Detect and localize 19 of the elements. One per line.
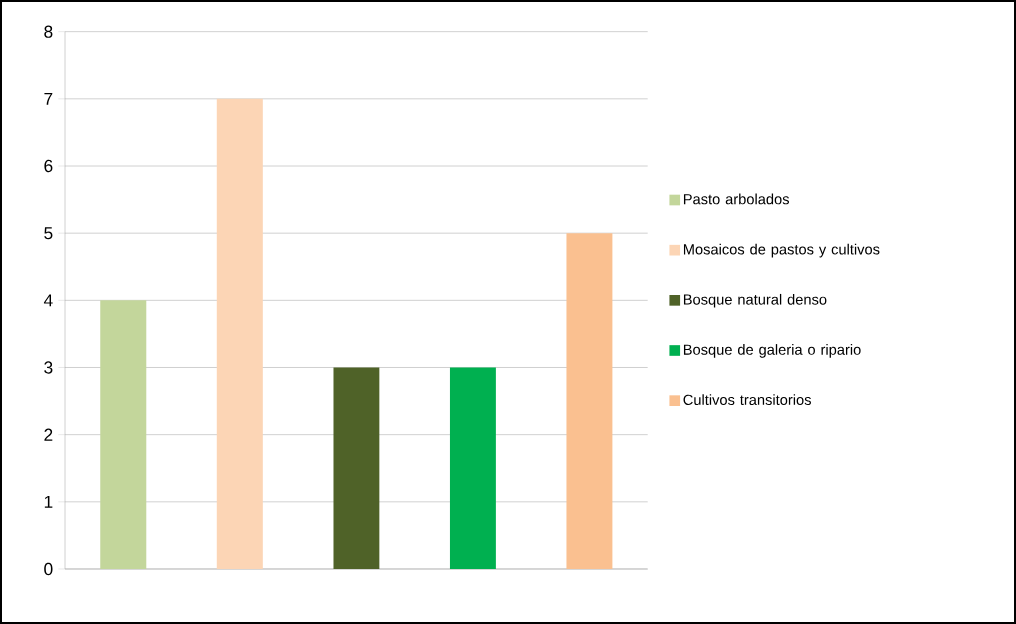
bar: [333, 367, 380, 569]
legend-label: Bosque natural denso: [683, 293, 827, 308]
bar: [566, 233, 613, 569]
y-tick-label: 3: [44, 361, 53, 374]
bar: [449, 367, 496, 569]
y-tick-label: 8: [44, 25, 53, 38]
legend-label: Mosaicos de pastos y cultivos: [683, 243, 880, 258]
y-tick-label: 2: [44, 428, 53, 441]
legend-label: Pasto arbolados: [683, 193, 789, 205]
y-tick-label: 0: [44, 562, 53, 576]
y-tick-label: 5: [44, 227, 53, 240]
y-tick-label: 1: [44, 495, 53, 508]
y-tick-label: 6: [44, 159, 53, 173]
legend-label: Cultivos transitorios: [683, 394, 811, 406]
y-tick-label: 4: [43, 294, 53, 307]
bar: [216, 98, 263, 569]
bar: [100, 300, 147, 569]
y-tick-label: 7: [44, 92, 53, 105]
legend-label: Bosque de galeria o ripario: [683, 344, 861, 358]
